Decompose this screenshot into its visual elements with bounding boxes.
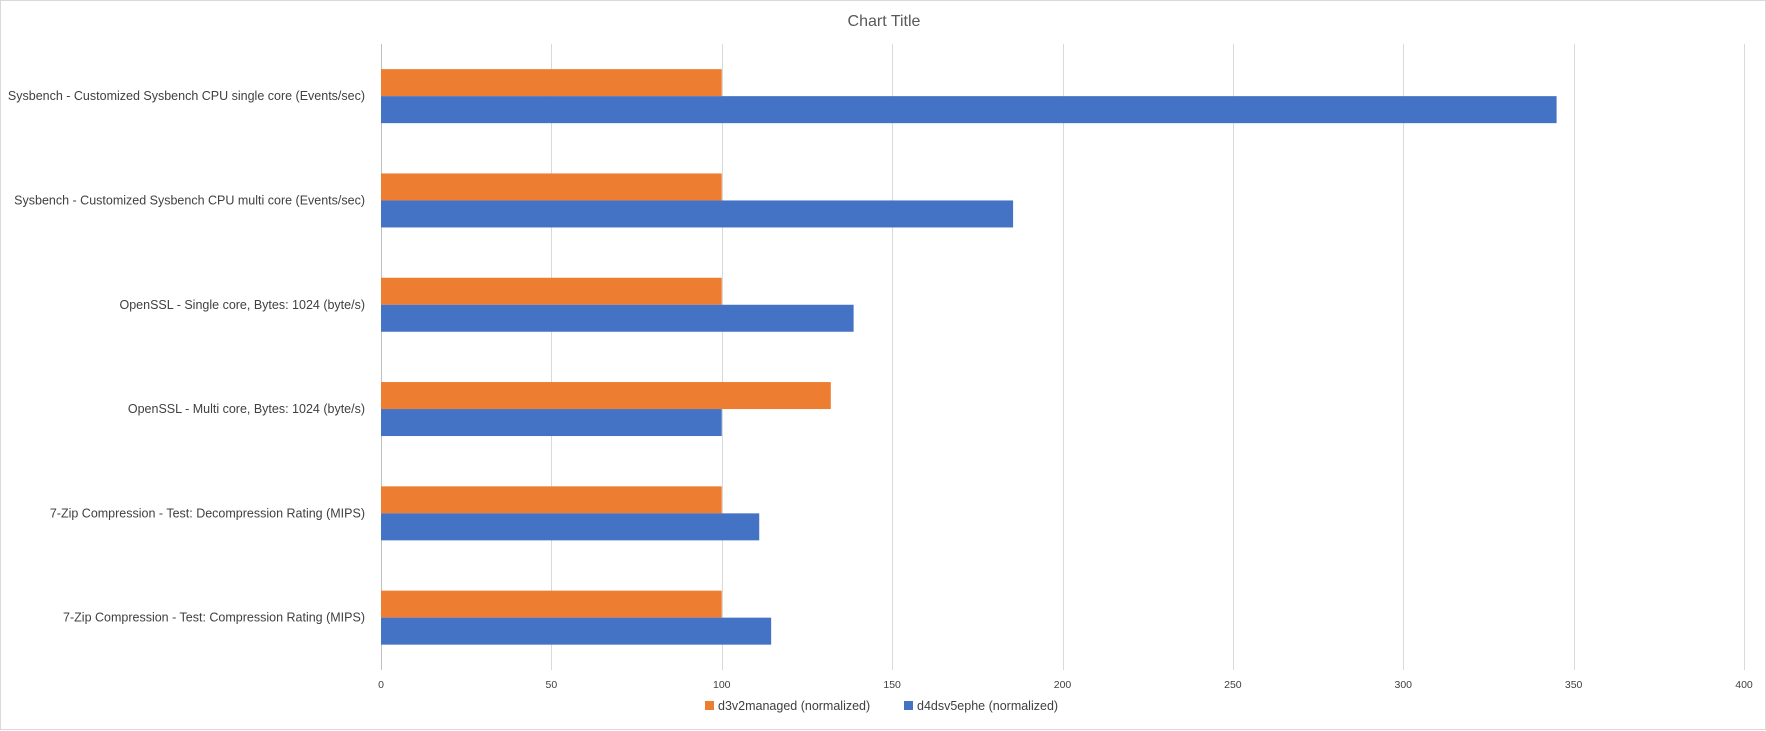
category-label: 7-Zip Compression - Test: Compression Ra… <box>63 611 365 625</box>
x-tick-label: 400 <box>1735 679 1753 691</box>
bars <box>381 69 1557 645</box>
bar-d3v2managed <box>381 486 722 514</box>
category-label: Sysbench - Customized Sysbench CPU singl… <box>8 89 365 103</box>
bar-d4dsv5ephe <box>381 304 854 332</box>
x-tick-label: 100 <box>713 679 731 691</box>
chart-title: Chart Title <box>848 13 921 30</box>
x-tick-label: 0 <box>378 679 384 691</box>
bar-d4dsv5ephe <box>381 513 760 541</box>
category-labels: Sysbench - Customized Sysbench CPU singl… <box>8 89 365 625</box>
category-label: Sysbench - Customized Sysbench CPU multi… <box>14 193 365 207</box>
bar-d3v2managed <box>381 277 722 305</box>
gridlines <box>381 44 1745 670</box>
bar-d4dsv5ephe <box>381 617 772 645</box>
category-label: OpenSSL - Multi core, Bytes: 1024 (byte/… <box>128 402 365 416</box>
x-tick-label: 300 <box>1394 679 1412 691</box>
x-tick-labels: 0 50 100 150 200 250 300 350 400 <box>378 679 1753 691</box>
legend-swatch <box>705 701 714 710</box>
x-tick-label: 250 <box>1224 679 1242 691</box>
category-label: OpenSSL - Single core, Bytes: 1024 (byte… <box>120 298 366 312</box>
x-tick-label: 200 <box>1054 679 1072 691</box>
legend-label: d4dsv5ephe (normalized) <box>917 699 1058 713</box>
legend-swatch <box>904 701 913 710</box>
bar-d4dsv5ephe <box>381 96 1557 124</box>
bar-d3v2managed <box>381 382 831 410</box>
x-tick-label: 50 <box>546 679 558 691</box>
bar-d4dsv5ephe <box>381 200 1014 228</box>
category-label: 7-Zip Compression - Test: Decompression … <box>50 506 365 520</box>
x-tick-label: 150 <box>883 679 901 691</box>
bar-d3v2managed <box>381 69 722 97</box>
legend: d3v2managed (normalized) d4dsv5ephe (norm… <box>705 699 1058 713</box>
x-tick-label: 350 <box>1565 679 1583 691</box>
bar-d4dsv5ephe <box>381 409 722 437</box>
bar-d3v2managed <box>381 590 722 618</box>
bar-d3v2managed <box>381 173 722 201</box>
legend-label: d3v2managed (normalized) <box>718 699 870 713</box>
